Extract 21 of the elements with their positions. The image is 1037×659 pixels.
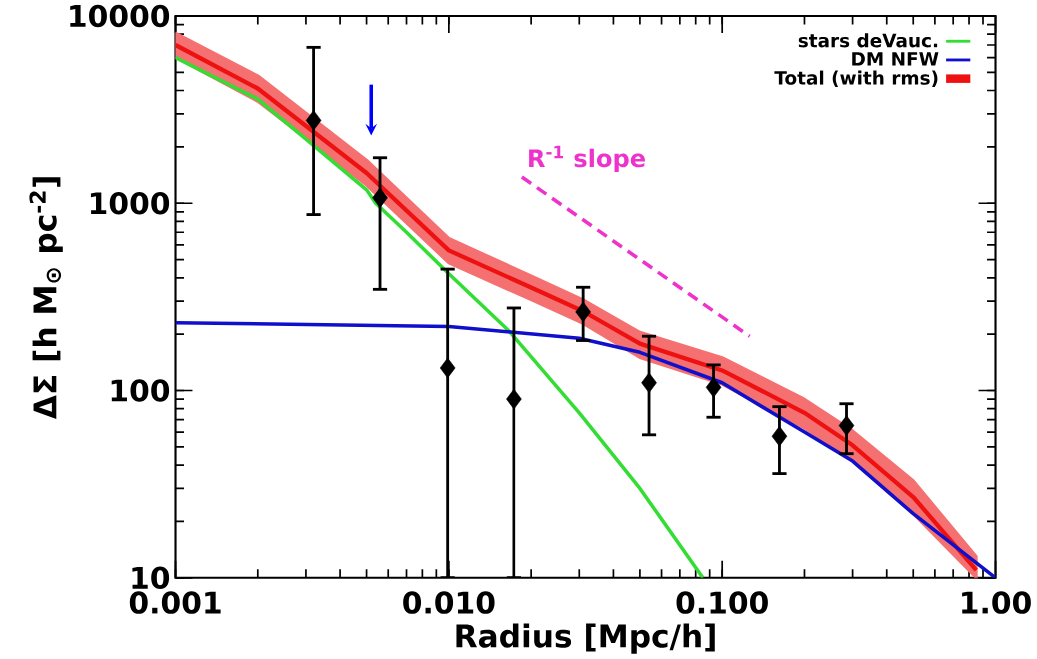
y-tick-label: 100 — [111, 379, 170, 403]
point — [838, 415, 855, 437]
point — [439, 357, 456, 379]
point — [305, 110, 322, 131]
series-label: R$^{-1}$ slope — [529, 146, 645, 173]
y-axis-title: ΔΣ [h M$_{⊙}$ pc$^{-2}$] — [29, 177, 63, 420]
legend-label: stars deVauc. — [798, 33, 938, 48]
y-tick-label: 10000 — [70, 4, 170, 28]
point — [506, 389, 522, 410]
x-axis-title: Radius [Mpc/h] — [456, 623, 715, 655]
x-tick-label: 0.001 — [129, 591, 221, 615]
legend-label: Total (with rms) — [774, 70, 938, 88]
x-tick-label: 1.00 — [962, 591, 1031, 615]
y-tick-label: 1000 — [90, 192, 170, 215]
point — [705, 377, 722, 398]
x-tick-label: 0.010 — [403, 591, 495, 615]
x-tick-label: 0.100 — [676, 591, 768, 615]
point — [771, 426, 788, 447]
legend-label: DM NFW — [852, 52, 939, 66]
y-tick-label: 10 — [132, 566, 170, 590]
point — [372, 187, 388, 209]
